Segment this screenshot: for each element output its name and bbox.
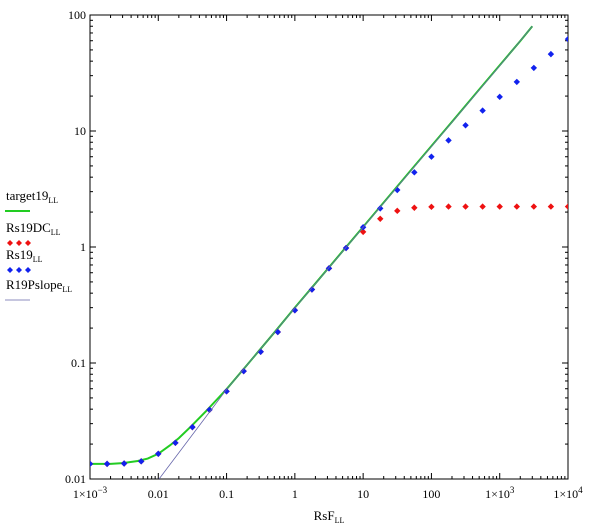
legend-swatch-marker — [7, 240, 13, 246]
legend-label-sub: LL — [48, 196, 58, 205]
data-point — [240, 367, 247, 375]
data-point — [206, 406, 213, 413]
data-point — [479, 203, 486, 210]
series-rs19dc — [90, 203, 568, 468]
data-point — [513, 203, 521, 210]
series-r19pslope — [158, 25, 533, 479]
x-tick-label-base: 1×10 — [485, 487, 510, 501]
y-tick-label: 0.1 — [71, 356, 86, 370]
legend-label-sub: LL — [33, 255, 43, 264]
x-tick-label: 10 — [357, 487, 369, 501]
data-point — [428, 203, 435, 211]
series-target19 — [90, 25, 534, 465]
x-tick-label: 0.1 — [219, 487, 234, 501]
data-point — [547, 203, 555, 210]
data-point — [223, 388, 230, 395]
x-axis-tick-labels: 1×10−3 0.01 0.1 1 10 100 1×103 1×104 — [73, 485, 583, 501]
legend-label-sub: LL — [62, 285, 72, 294]
data-point — [445, 203, 452, 210]
data-point — [462, 203, 469, 210]
y-tick-label: 0.01 — [65, 472, 86, 486]
x-tick-label-base: 1×10 — [553, 487, 578, 501]
x-axis-label-main: RsF — [314, 508, 335, 523]
data-point — [90, 460, 94, 468]
legend-swatch-marker — [25, 267, 31, 273]
x-axis-label: RsFLL — [314, 508, 345, 525]
data-point — [513, 78, 521, 86]
x-tick-label: 1×10−3 — [73, 485, 108, 501]
plot-frame — [89, 14, 569, 480]
data-point — [496, 203, 503, 210]
data-point — [103, 460, 111, 468]
data-point — [530, 64, 538, 72]
x-tick-label: 1 — [292, 487, 298, 501]
y-axis-ticks — [90, 19, 568, 480]
series-line — [158, 25, 533, 479]
data-point — [428, 153, 435, 160]
x-axis-ticks — [89, 15, 566, 479]
legend-swatch-marker — [25, 240, 31, 246]
data-point — [479, 107, 486, 114]
x-tick-label-exp: −3 — [98, 485, 108, 495]
data-point — [445, 137, 452, 144]
data-point — [155, 450, 162, 457]
data-point — [547, 50, 555, 58]
data-point — [394, 207, 401, 215]
data-point — [359, 228, 367, 236]
data-point — [189, 423, 196, 431]
data-point — [172, 439, 179, 447]
data-point — [564, 203, 568, 210]
x-tick-label-exp: 4 — [578, 485, 583, 495]
x-tick-label-exp: 3 — [510, 485, 515, 495]
series-rs19 — [90, 35, 568, 468]
x-tick-label: 1×103 — [485, 485, 515, 501]
legend-swatch-marker — [16, 240, 22, 246]
legend-label-main: R19Pslope — [6, 277, 63, 292]
data-point — [411, 169, 418, 176]
legend-label-main: Rs19 — [6, 247, 33, 262]
x-tick-label: 1×104 — [553, 485, 583, 501]
legend-label: R19PslopeLL — [6, 277, 72, 294]
x-tick-label: 100 — [422, 487, 440, 501]
legend-label-main: Rs19DC — [6, 220, 51, 235]
x-tick-label-base: 1×10 — [73, 487, 98, 501]
data-point — [308, 286, 316, 293]
data-point — [137, 458, 145, 465]
legend-label-sub: LL — [51, 228, 61, 237]
series-layer — [90, 25, 568, 479]
data-point — [291, 307, 299, 314]
y-tick-label: 1 — [80, 240, 86, 254]
legend-label: target19LL — [6, 188, 58, 205]
data-point — [377, 205, 384, 212]
data-point — [564, 35, 568, 43]
legend-label: Rs19DCLL — [6, 220, 61, 237]
data-point — [462, 122, 469, 129]
x-tick-label: 0.01 — [148, 487, 169, 501]
legend-label-main: target19 — [6, 188, 48, 203]
legend-label: Rs19LL — [6, 247, 43, 264]
y-tick-label: 10 — [74, 124, 86, 138]
legend-swatch-marker — [16, 267, 22, 273]
legend-swatch-marker — [7, 267, 13, 273]
series-line — [90, 25, 534, 465]
data-point — [496, 93, 503, 101]
data-point — [411, 204, 418, 211]
y-axis-tick-labels: 0.01 0.1 1 10 100 — [65, 8, 86, 486]
y-tick-label: 100 — [68, 8, 86, 22]
data-point — [377, 215, 384, 223]
data-point — [530, 203, 538, 210]
x-axis-label-sub: LL — [335, 516, 345, 525]
data-point — [120, 460, 128, 467]
